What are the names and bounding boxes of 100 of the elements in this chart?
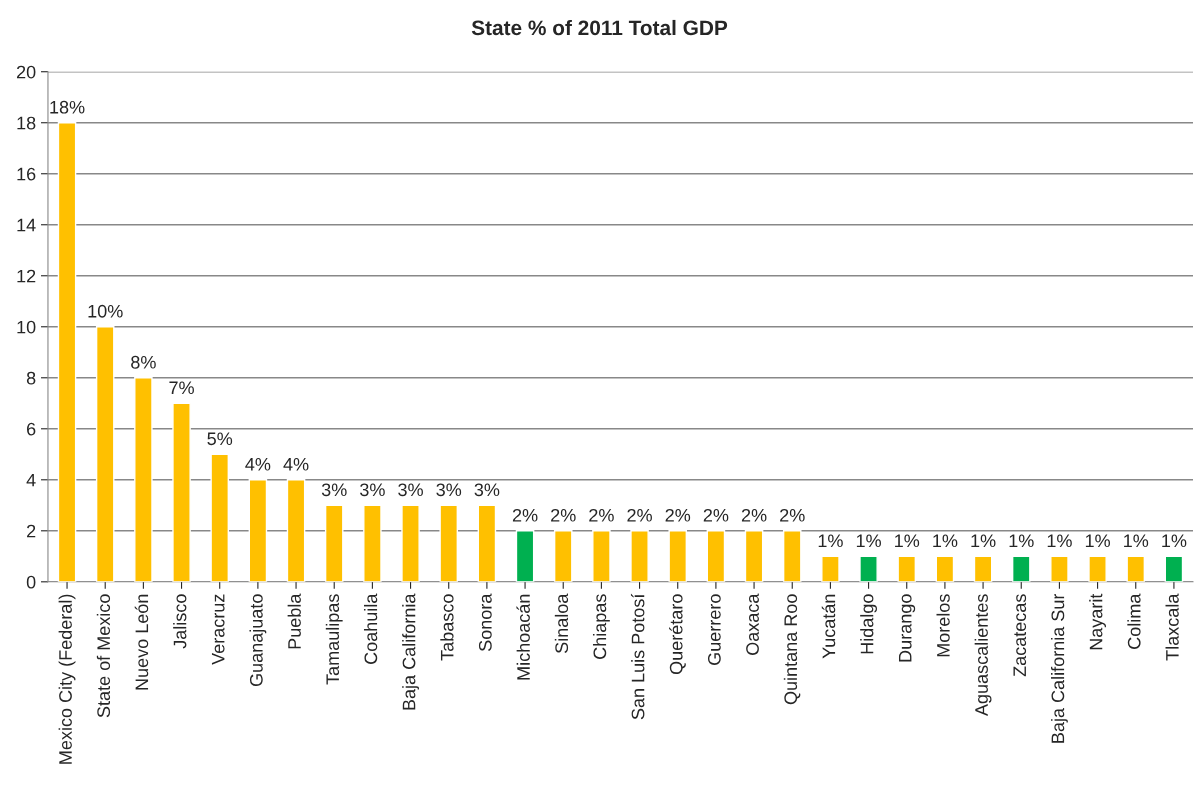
x-tick-label: Querétaro	[669, 594, 686, 675]
bar	[592, 530, 611, 582]
bar	[1011, 555, 1031, 582]
x-tick-label: Chiapas	[592, 594, 610, 659]
data-label: 5%	[207, 432, 233, 446]
y-tick-label: 0	[26, 575, 36, 589]
x-tick-label: Aguascalientes	[974, 594, 992, 717]
x-tick-label: Sinaloa	[554, 593, 569, 654]
bar	[95, 326, 115, 582]
x-tick-label: Nuevo León	[134, 594, 149, 690]
data-label: 1%	[1085, 534, 1110, 548]
bar	[821, 555, 840, 582]
data-label: 4%	[245, 457, 271, 471]
bar	[897, 555, 917, 582]
data-label: 2%	[703, 508, 729, 522]
bar	[439, 504, 459, 582]
x-tick-label: Guerrero	[707, 594, 721, 665]
y-tick-label: 6	[27, 422, 36, 436]
bar	[553, 530, 573, 582]
bar	[744, 530, 764, 582]
bar	[134, 377, 153, 582]
bar	[706, 530, 726, 582]
x-tick-label: Quintana Roo	[783, 594, 801, 705]
bar	[1088, 555, 1107, 582]
x-tick-label: Oaxaca	[746, 593, 759, 655]
x-tick-label: Colima	[1127, 593, 1141, 649]
bar	[668, 530, 688, 582]
data-label: 2%	[627, 508, 652, 522]
y-tick-label: 8	[26, 371, 36, 385]
data-label: 2%	[741, 508, 767, 522]
data-label: 3%	[436, 483, 462, 497]
y-tick-label: 20	[16, 65, 36, 79]
x-tick-label: Tlaxcala	[1165, 593, 1179, 661]
bar	[286, 479, 306, 582]
bar	[973, 555, 993, 582]
data-label: 7%	[169, 381, 194, 395]
bar	[1126, 555, 1146, 582]
y-tick-label: 14	[17, 218, 36, 232]
bar	[1050, 555, 1069, 582]
data-label: 18%	[50, 100, 85, 114]
x-tick-label: Hidalgo	[860, 594, 877, 654]
y-tick-label: 10	[17, 320, 36, 334]
data-label: 3%	[474, 483, 500, 497]
data-label: 2%	[589, 508, 614, 522]
data-label: 1%	[1124, 534, 1149, 548]
data-label: 2%	[512, 508, 538, 522]
x-tick-label: Puebla	[287, 593, 301, 649]
x-tick-label: Durango	[898, 594, 916, 662]
x-tick-label: Guanajuato	[249, 594, 267, 687]
x-tick-label: State of Mexico	[96, 594, 111, 718]
data-label: 2%	[665, 508, 691, 522]
data-label: 8%	[131, 355, 156, 369]
x-tick-label: San Luis Potosí	[630, 593, 645, 720]
bar	[363, 504, 382, 582]
data-label: 1%	[971, 534, 996, 548]
bar	[324, 504, 344, 582]
x-tick-label: Baja California	[402, 593, 419, 710]
bar	[515, 530, 535, 582]
x-tick-label: Tabasco	[440, 594, 454, 661]
y-tick-label: 4	[26, 473, 36, 487]
x-tick-label: Nayarit	[1089, 593, 1106, 650]
data-label: 1%	[933, 534, 958, 548]
x-tick-label: Michoacán	[516, 594, 530, 680]
data-label: 1%	[818, 534, 843, 548]
data-label: 1%	[895, 534, 920, 548]
y-tick-label: 18	[17, 116, 36, 130]
y-tick-label: 16	[17, 167, 36, 181]
y-tick-label: 12	[17, 269, 36, 283]
x-tick-label: Sonora	[478, 593, 492, 652]
x-tick-label: Tamaulipas	[325, 594, 343, 685]
bar	[248, 479, 268, 582]
data-label: 2%	[780, 508, 805, 522]
x-tick-label: Zacatecas	[1013, 594, 1027, 677]
x-tick-label: Yucatán	[821, 594, 836, 659]
data-label: 1%	[1047, 534, 1072, 548]
data-label: 1%	[856, 534, 881, 548]
data-label: 3%	[398, 483, 423, 497]
y-tick-label: 2	[27, 524, 36, 538]
bar	[477, 504, 497, 582]
data-label: 3%	[321, 483, 347, 497]
bar	[57, 122, 77, 582]
bar	[630, 530, 649, 582]
data-label: 10%	[88, 304, 123, 318]
chart-title: State % of 2011 Total GDP	[471, 19, 728, 36]
data-label: 4%	[283, 457, 309, 471]
data-label: 1%	[1162, 534, 1187, 548]
x-tick-label: Mexico City (Federal)	[58, 594, 76, 764]
bar	[935, 555, 955, 582]
data-label: 3%	[360, 483, 385, 497]
bar	[210, 453, 229, 582]
x-tick-label: Coahuila	[363, 593, 378, 664]
x-tick-label: Veracruz	[211, 594, 225, 665]
bar	[859, 555, 878, 582]
x-tick-label: Morelos	[936, 594, 950, 657]
x-tick-label: Baja California Sur	[1051, 593, 1068, 743]
data-label: 1%	[1009, 534, 1034, 548]
data-label: 2%	[551, 508, 576, 522]
bar	[172, 402, 191, 582]
bar	[782, 530, 802, 582]
bar	[401, 504, 420, 582]
